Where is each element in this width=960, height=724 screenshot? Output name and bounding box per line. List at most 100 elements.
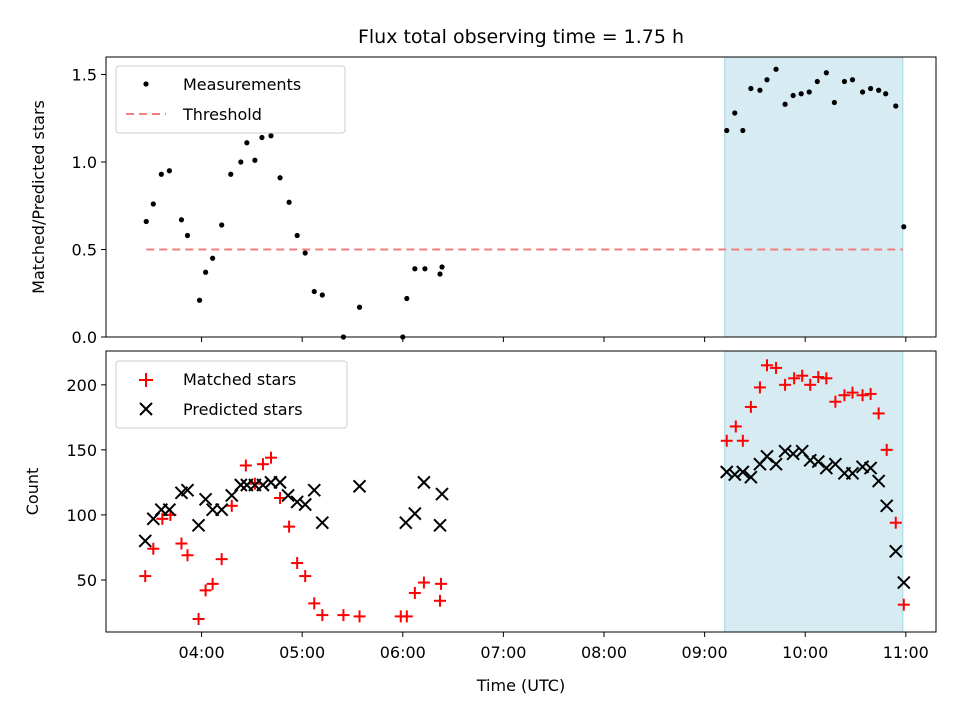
matched-star-point — [400, 610, 413, 623]
matched-star-point — [215, 553, 228, 566]
predicted-star-point — [281, 488, 295, 503]
bottom-y-tick-label: 100 — [66, 506, 97, 525]
predicted-star-point — [256, 478, 270, 492]
measurement-point — [732, 110, 738, 116]
matched-star-point — [156, 512, 169, 525]
top-y-tick-label: 1.0 — [72, 153, 97, 172]
matched-star-point — [434, 594, 447, 607]
x-tick-label: 04:00 — [179, 643, 225, 662]
predicted-star-point — [744, 470, 758, 484]
matched-star-point — [175, 537, 188, 550]
matched-star-point — [897, 598, 910, 611]
measurement-point — [244, 140, 250, 146]
legend-measurements-marker — [143, 81, 149, 87]
measurement-point — [238, 159, 244, 165]
matched-star-point — [736, 434, 749, 447]
top-legend: Measurements Threshold — [115, 65, 346, 134]
bottom-legend-box — [115, 360, 348, 429]
matched-star-point — [820, 372, 833, 385]
predicted-star-point — [897, 575, 911, 590]
top-x-ticks — [201, 337, 907, 342]
bottom-y-tick-label: 150 — [66, 441, 97, 460]
legend-predicted-label: Predicted stars — [183, 400, 303, 419]
predicted-star-point — [845, 466, 860, 480]
predicted-star-point — [889, 544, 903, 559]
bottom-y-ticks: 50 100 150 200 — [66, 376, 106, 590]
measurement-point — [277, 175, 283, 181]
measurement-point — [764, 77, 770, 83]
predicted-star-point — [811, 454, 825, 469]
matched-star-point — [435, 577, 448, 590]
predicted-star-point — [162, 503, 177, 517]
measurement-point — [311, 288, 317, 295]
measurement-point — [437, 271, 443, 277]
matched-star-point — [316, 609, 329, 622]
measurement-point — [757, 87, 763, 93]
predicted-star-point — [352, 479, 367, 494]
predicted-star-point — [819, 461, 834, 475]
matched-star-point — [744, 400, 757, 413]
measurement-point — [166, 168, 172, 174]
measurement-point — [748, 85, 754, 92]
measurement-point — [319, 292, 325, 298]
matched-star-point — [760, 359, 773, 372]
predicted-star-point — [214, 503, 229, 517]
matched-star-point — [181, 549, 194, 562]
top-y-tick-label: 0.0 — [72, 328, 97, 347]
measurement-point — [150, 201, 156, 207]
x-tick-label: 05:00 — [279, 643, 325, 662]
measurement-point — [196, 297, 203, 303]
measurement-point — [876, 87, 882, 93]
measurement-point — [841, 78, 848, 85]
measurement-point — [849, 77, 856, 83]
predicted-star-point — [435, 487, 449, 501]
measurement-point — [178, 217, 185, 223]
predicted-star-point — [191, 518, 206, 533]
matched-star-point — [192, 612, 205, 625]
matched-star-point — [308, 597, 321, 610]
legend-threshold-label: Threshold — [182, 105, 262, 124]
legend-matched-marker — [139, 373, 153, 387]
predicted-star-point — [273, 475, 287, 490]
measurement-point — [184, 232, 191, 239]
bottom-plot-frame — [105, 350, 937, 633]
predicted-star-point — [786, 447, 800, 461]
predicted-star-point — [417, 475, 431, 490]
matched-star-point — [788, 372, 801, 385]
measurement-point — [143, 218, 149, 225]
matched-star-point — [417, 576, 430, 589]
matched-star-point — [291, 557, 304, 570]
matched-star-point — [872, 407, 885, 420]
top-plot-frame — [105, 56, 937, 338]
matched-star-point — [353, 610, 366, 623]
measurement-point — [422, 266, 428, 272]
x-tick-label: 07:00 — [480, 643, 526, 662]
legend-matched-label: Matched stars — [183, 370, 296, 389]
predicted-star-point — [728, 467, 742, 482]
matched-star-point — [812, 371, 825, 384]
matched-star-point — [864, 387, 877, 400]
bottom-y-tick-label: 50 — [77, 571, 97, 590]
matched-star-point — [804, 378, 817, 391]
measurement-point — [901, 224, 907, 230]
bottom-y-axis-label: Count — [23, 468, 42, 516]
x-tick-label: 11:00 — [883, 643, 929, 662]
measurement-point — [412, 266, 418, 272]
measurement-point — [302, 250, 308, 256]
measurement-point — [286, 199, 292, 205]
predicted-star-point — [198, 492, 213, 507]
matched-star-point — [225, 499, 238, 512]
measurement-point — [268, 133, 274, 139]
x-tick-label: 08:00 — [581, 643, 627, 662]
measurement-point — [773, 66, 779, 72]
bottom-legend: Matched stars Predicted stars — [115, 360, 348, 429]
matched-star-point — [274, 492, 287, 505]
matched-star-point — [283, 520, 296, 533]
measurement-point — [203, 269, 209, 275]
predicted-star-point — [234, 478, 248, 492]
measurement-point — [404, 295, 410, 302]
bottom-y-tick-label: 200 — [66, 376, 97, 395]
predicted-star-point — [433, 518, 447, 533]
measurement-point — [439, 264, 445, 270]
